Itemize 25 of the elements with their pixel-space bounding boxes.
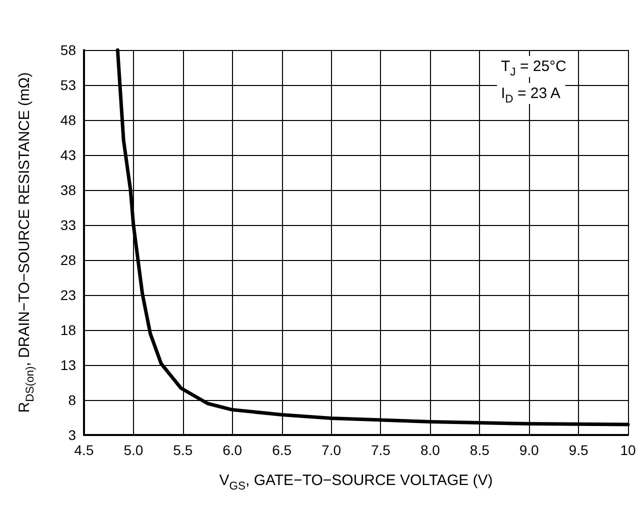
x-tick-label: 4.5 — [74, 442, 94, 458]
y-tick-label: 13 — [60, 357, 76, 373]
y-axis-title: RDS(on), DRAIN−TO−SOURCE RESISTANCE (mΩ) — [16, 72, 36, 413]
y-tick-label: 53 — [60, 77, 76, 93]
y-tick-label: 38 — [60, 182, 76, 198]
y-tick-label: 48 — [60, 112, 76, 128]
x-tick-label: 10 — [620, 442, 636, 458]
y-tick-label: 33 — [60, 217, 76, 233]
x-tick-label: 8.5 — [470, 442, 490, 458]
x-tick-label: 9.5 — [568, 442, 588, 458]
x-tick-label: 8.0 — [420, 442, 440, 458]
y-tick-label: 8 — [68, 392, 76, 408]
y-tick-label: 3 — [68, 427, 76, 443]
x-tick-label: 9.0 — [519, 442, 540, 458]
x-tick-label: 6.5 — [272, 442, 292, 458]
x-tick-label: 7.5 — [370, 442, 391, 458]
x-tick-label: 7.0 — [322, 442, 342, 458]
y-tick-label: 18 — [60, 322, 76, 338]
x-tick-label: 6.0 — [222, 442, 242, 458]
y-tick-label: 43 — [60, 147, 76, 163]
x-tick-label: 5.0 — [124, 442, 144, 458]
y-tick-label: 23 — [60, 287, 76, 303]
y-tick-label: 28 — [60, 252, 76, 268]
y-tick-label: 58 — [60, 42, 76, 58]
x-tick-label: 5.5 — [173, 442, 193, 458]
